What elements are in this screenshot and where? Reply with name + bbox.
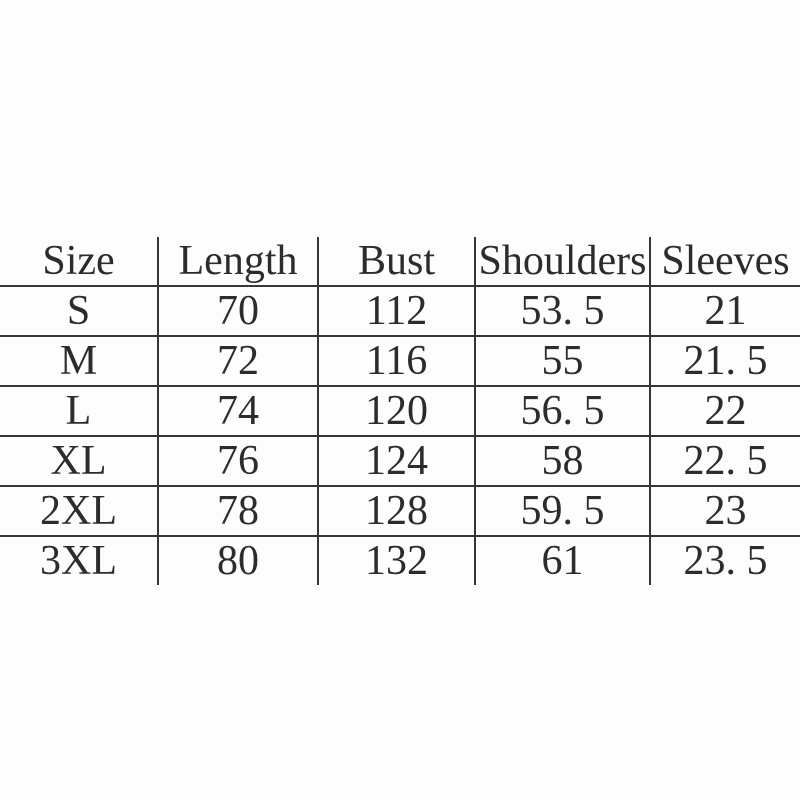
column-header-sleeves: Sleeves <box>649 237 800 287</box>
bust-cell: 112 <box>317 286 475 337</box>
shoulders-cell: 56. 5 <box>474 386 650 437</box>
table-row-l: L 74 120 56. 5 22 <box>0 386 800 437</box>
shoulders-cell: 53. 5 <box>474 286 650 337</box>
length-cell: 76 <box>157 436 318 487</box>
bust-cell: 132 <box>317 536 475 585</box>
size-cell: 2XL <box>0 486 158 537</box>
shoulders-cell: 58 <box>474 436 650 487</box>
sleeves-cell: 22. 5 <box>649 436 800 487</box>
shoulders-cell: 55 <box>474 336 650 387</box>
column-header-shoulders: Shoulders <box>474 237 650 287</box>
column-header-bust: Bust <box>317 237 475 287</box>
table-row-2xl: 2XL 78 128 59. 5 23 <box>0 486 800 537</box>
size-cell: 3XL <box>40 538 117 584</box>
shoulders-cell: 61 <box>474 536 650 585</box>
length-cell: 70 <box>157 286 318 337</box>
table-row-m: M 72 116 55 21. 5 <box>0 336 800 387</box>
bust-cell: 120 <box>317 386 475 437</box>
sleeves-cell: 23 <box>649 486 800 537</box>
length-cell: 72 <box>157 336 318 387</box>
bust-cell: 128 <box>317 486 475 537</box>
bust-cell: 116 <box>317 336 475 387</box>
sleeves-cell: 22 <box>649 386 800 437</box>
length-cell: 74 <box>157 386 318 437</box>
bust-cell: 124 <box>317 436 475 487</box>
sleeves-cell: 23. 5 <box>649 536 800 585</box>
sleeves-cell: 21 <box>649 286 800 337</box>
column-header-size: Size <box>0 237 158 287</box>
size-cell: M <box>0 336 158 387</box>
header-row: Size Length Bust Shoulders Sleeves <box>0 237 800 287</box>
length-cell: 78 <box>157 486 318 537</box>
length-cell: 80 <box>157 536 318 585</box>
table-row-xl: XL 76 124 58 22. 5 <box>0 436 800 487</box>
size-cell: S <box>0 286 158 337</box>
shoulders-cell: 59. 5 <box>474 486 650 537</box>
size-cell: L <box>0 386 158 437</box>
table-row-3xl: 3XL 80 132 61 23. 5 <box>0 536 800 585</box>
size-chart-table: Size Length Bust Shoulders Sleeves S 70 … <box>0 237 800 585</box>
column-header-length: Length <box>157 237 318 287</box>
size-cell: XL <box>0 436 158 487</box>
sleeves-cell: 21. 5 <box>649 336 800 387</box>
table-row-s: S 70 112 53. 5 21 <box>0 286 800 337</box>
